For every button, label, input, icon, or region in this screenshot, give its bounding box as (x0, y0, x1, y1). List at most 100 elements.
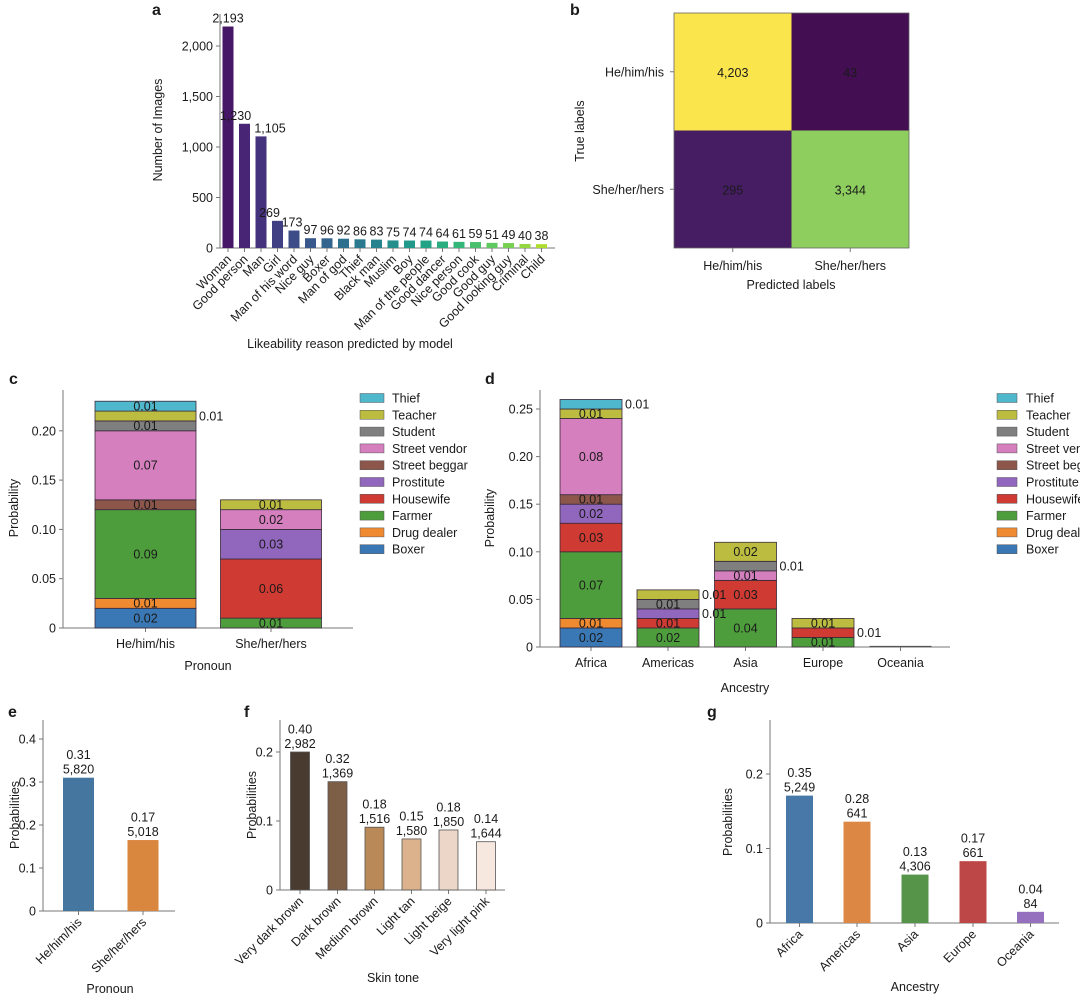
bar-value-label: 1,644 (470, 827, 501, 841)
legend-swatch (359, 510, 385, 521)
bar (404, 240, 415, 248)
y-tick-label: 0.05 (509, 593, 533, 607)
bar (1017, 911, 1044, 923)
bar-value-label: 5,820 (63, 763, 94, 777)
segment-value-label: 0.01 (133, 498, 157, 512)
bar-value-label: 61 (452, 227, 466, 241)
stacked-bar-segment (636, 589, 700, 600)
x-tick-label: Oceania (994, 927, 1037, 970)
segment-value-label: 0.01 (625, 398, 649, 412)
bar-value-label: 1,580 (396, 824, 427, 838)
bar-value-label: 0.31 (66, 748, 90, 762)
segment-value-label: 0.03 (259, 537, 283, 551)
bar-value-label: 84 (1024, 897, 1038, 911)
bar-value-label: 59 (469, 227, 483, 241)
segment-value-label: 0.01 (133, 597, 157, 611)
x-tick-label: Americas (816, 927, 863, 974)
legend-swatch (359, 410, 385, 420)
y-axis-title: Probabilities (8, 781, 22, 849)
legend-swatch (996, 494, 1018, 504)
x-axis-title: Pronoun (184, 659, 231, 673)
bar-value-label: 173 (282, 216, 303, 230)
y-tick-label: 500 (192, 191, 213, 205)
bar-value-label: 74 (419, 226, 433, 240)
stacked-bar-segment (94, 430, 197, 501)
legend-swatch (359, 477, 385, 487)
bar-value-label: 1,230 (220, 109, 251, 123)
segment-value-label: 0.07 (579, 578, 603, 592)
segment-value-label: 0.01 (811, 617, 835, 631)
segment-value-label: 0.08 (579, 450, 603, 464)
bar-value-label: 5,018 (127, 825, 158, 839)
stacked-bar-segment (559, 551, 623, 619)
x-axis-title: Likeability reason predicted by model (247, 337, 453, 351)
stacked-bar-segment (559, 399, 623, 410)
bar (901, 874, 929, 923)
legend-label: Drug dealer (392, 526, 457, 540)
legend-label: Student (392, 425, 436, 439)
legend-label: Street beggar (392, 459, 468, 473)
bar-value-label: 51 (485, 228, 499, 242)
legend-label: Boxer (392, 543, 425, 557)
stacked-bar-segment (220, 499, 322, 511)
bar-value-label: 0.35 (787, 766, 811, 780)
y-tick-label: 0.1 (746, 842, 763, 856)
segment-value-label: 0.01 (133, 419, 157, 433)
bar (354, 239, 366, 248)
bar (519, 243, 531, 248)
bar (959, 861, 987, 923)
bar-value-label: 38 (535, 229, 549, 243)
y-tick-label: 0 (756, 917, 763, 931)
y-tick-label: 0.10 (509, 545, 533, 559)
legend-label: Teacher (1026, 408, 1070, 422)
stacked-bar-segment (791, 618, 855, 629)
x-tick-label: Asia (733, 656, 757, 670)
chart-panel-b: 4,203 43 295 3,344 He/him/his She/her/hers He/… (570, 2, 910, 292)
col-label: She/her/hers (814, 259, 886, 273)
y-tick-label: 0.2 (19, 819, 36, 833)
x-tick-label: Americas (642, 656, 694, 670)
bar (272, 220, 283, 248)
bar-value-label: 0.14 (474, 812, 498, 826)
bar-value-label: 97 (304, 223, 318, 237)
bar-value-label: 96 (320, 223, 334, 237)
y-tick-label: 0 (206, 242, 213, 256)
x-tick-label: He/him/his (116, 637, 175, 651)
legend-label: Drug dealer (1026, 526, 1080, 540)
bar (476, 841, 496, 891)
panel-label: g (707, 704, 717, 721)
x-tick-label: Europe (803, 656, 843, 670)
legend-swatch (359, 494, 385, 504)
chart-panel-d: 0 0.05 0.10 0.15 0.20 0.25 Africa Americas Asia E… (483, 371, 1080, 695)
bar-value-label: 641 (847, 807, 868, 821)
chart-panel-e: 0 0.1 0.2 0.3 0.4 He/him/his She/her/hers Proba… (8, 704, 175, 996)
segment-value-label: 0.01 (857, 626, 881, 640)
bar-value-label: 40 (518, 229, 532, 243)
x-tick-label: He/him/his (33, 915, 85, 967)
legend-swatch (359, 426, 385, 437)
bar-value-label: 64 (436, 227, 450, 241)
bar-value-label: 1,369 (322, 767, 353, 781)
panel-label: a (152, 2, 161, 19)
bar-value-label: 0.28 (845, 792, 869, 806)
x-tick-label: She/her/hers (235, 637, 307, 651)
y-tick-label: 0.05 (32, 572, 56, 586)
legend-swatch (996, 527, 1018, 538)
segment-value-label: 0.01 (702, 607, 726, 621)
x-tick-label: Europe (941, 927, 979, 965)
panel-label: b (570, 2, 580, 19)
bar (503, 243, 514, 248)
y-tick-label: 0.2 (256, 746, 273, 760)
legend-label: Boxer (1026, 543, 1059, 557)
legend-label: Prostitute (392, 476, 445, 490)
legend-label: Student (1026, 425, 1070, 439)
y-tick-label: 0 (49, 622, 56, 636)
bar-value-label: 5,249 (784, 781, 815, 795)
chart-panel-g: 0 0.1 0.2 Africa Americas Asia Europe Oceania Pr… (707, 704, 1059, 994)
bar-value-label: 92 (337, 224, 351, 238)
bar (364, 826, 385, 891)
segment-value-label: 0.01 (656, 597, 680, 611)
legend-swatch (996, 443, 1018, 454)
legend-label: Street vendor (1026, 442, 1080, 456)
